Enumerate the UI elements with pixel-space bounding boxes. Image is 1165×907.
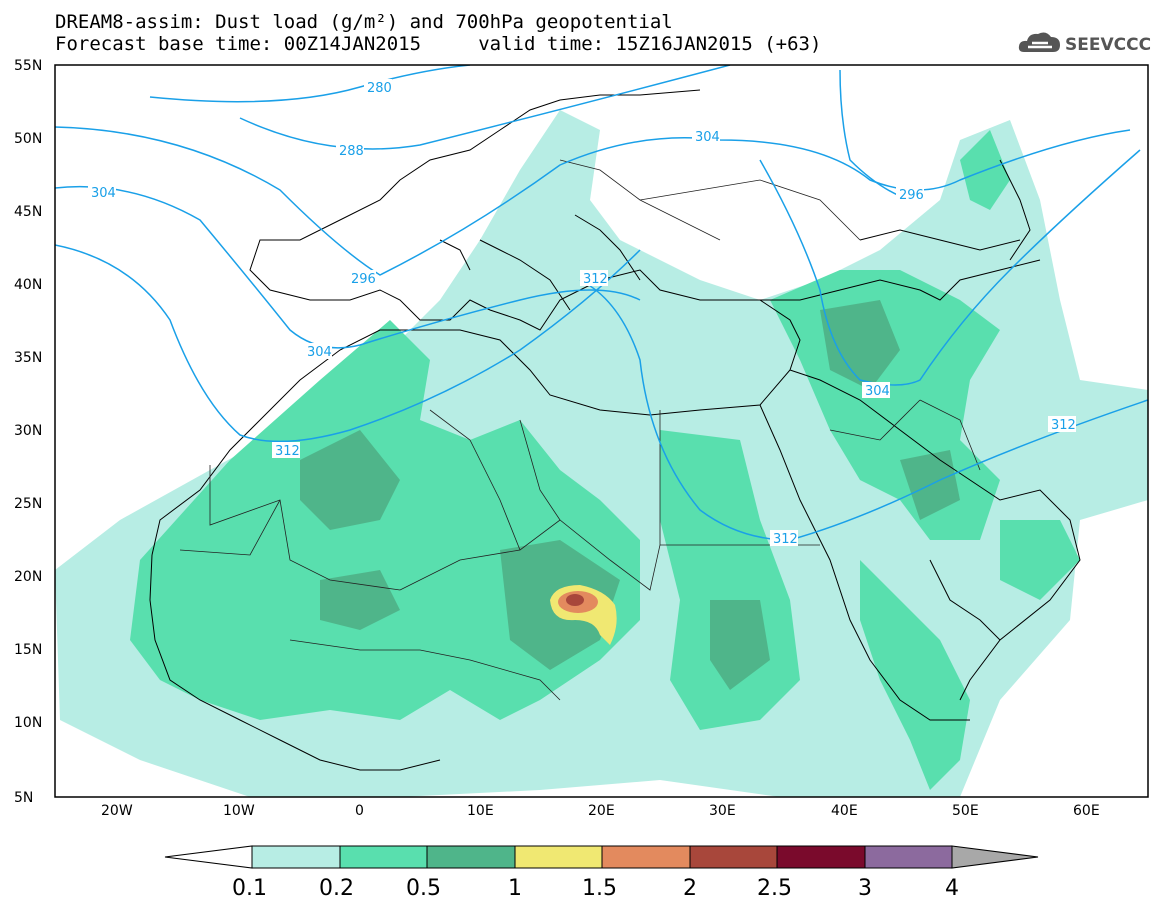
lat-tick-label: 55N [14, 58, 42, 74]
contour-label: 280 [367, 81, 392, 96]
colorbar-segment [339, 845, 428, 869]
colorbar-segment [426, 845, 516, 869]
lon-tick-label: 20W [101, 803, 133, 819]
plot-frame [54, 64, 1149, 798]
colorbar-segment [514, 845, 603, 869]
colorbar-segment [601, 845, 691, 869]
lon-tick-label: 10E [467, 803, 494, 819]
lat-tick-label: 45N [14, 204, 42, 220]
contour-label: 288 [339, 144, 364, 159]
lon-tick-label: 40E [831, 803, 858, 819]
colorbar-segment [251, 845, 341, 869]
latitude-axis: 55N 50N 45N 40N 35N 30N 25N 20N 15N 10N … [14, 58, 42, 806]
contour-label: 304 [307, 345, 332, 360]
lat-tick-label: 40N [14, 277, 42, 293]
colorbar-tick: 2.5 [757, 876, 792, 901]
lat-tick-label: 50N [14, 131, 42, 147]
lon-tick-label: 30E [709, 803, 736, 819]
colorbar-tick: 1.5 [582, 876, 617, 901]
cloud-icon [1018, 32, 1060, 52]
lon-tick-label: 60E [1073, 803, 1100, 819]
colorbar-tick: 3 [858, 876, 872, 901]
contour-label: 312 [275, 444, 300, 459]
forecast-times: Forecast base time: 00Z14JAN2015 valid t… [55, 33, 822, 55]
lon-tick-label: 10W [223, 803, 255, 819]
colorbar-tick: 0.5 [406, 876, 441, 901]
contour-label: 296 [351, 272, 376, 287]
logo-text: SEEVCCC [1065, 35, 1151, 55]
colorbar-tick: 1 [508, 876, 522, 901]
colorbar-segment [689, 845, 778, 869]
lon-tick-label: 20E [588, 803, 615, 819]
contour-label: 304 [91, 186, 116, 201]
lat-tick-label: 35N [14, 350, 42, 366]
contour-label: 312 [583, 272, 608, 287]
lat-tick-label: 20N [14, 569, 42, 585]
contour-label: 304 [695, 130, 720, 145]
colorbar-tick: 2 [683, 876, 697, 901]
lon-tick-label: 0 [355, 803, 364, 819]
contour-label: 312 [773, 532, 798, 547]
colorbar-tick: 0.2 [319, 876, 354, 901]
lat-tick-label: 25N [14, 496, 42, 512]
contour-label: 304 [865, 384, 890, 399]
seevccc-logo: SEEVCCC [1018, 32, 1151, 55]
colorbar-tick: 0.1 [232, 876, 267, 901]
chart-title: DREAM8-assim: Dust load (g/m²) and 700hP… [55, 11, 673, 33]
colorbar-segment [864, 845, 953, 869]
colorbar-segment [776, 845, 866, 869]
dust-field [55, 110, 1148, 797]
colorbar: 0.1 0.2 0.5 1 1.5 2 2.5 3 4 [164, 845, 1039, 901]
lon-tick-label: 50E [952, 803, 979, 819]
lat-tick-label: 5N [14, 790, 33, 806]
geopotential-contours [55, 65, 1148, 541]
lat-tick-label: 15N [14, 642, 42, 658]
colorbar-under-arrow [164, 845, 253, 869]
contour-label: 312 [1051, 418, 1076, 433]
lat-tick-label: 30N [14, 423, 42, 439]
contour-label: 296 [899, 188, 924, 203]
lat-tick-label: 10N [14, 715, 42, 731]
contour-labels: 280 288 304 304 296 304 312 312 312 296 … [88, 79, 1076, 547]
colorbar-over-arrow [951, 845, 1039, 869]
colorbar-tick: 4 [945, 876, 959, 901]
dust-hotspot [550, 585, 617, 645]
longitude-axis: 20W 10W 0 10E 20E 30E 40E 50E 60E [101, 803, 1100, 819]
